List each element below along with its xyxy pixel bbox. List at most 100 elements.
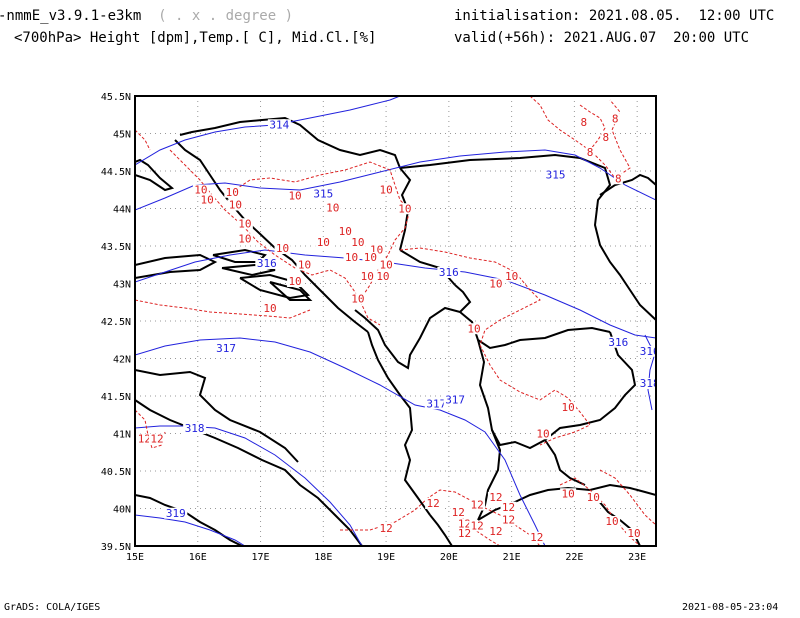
adriatic-east-coast <box>174 139 369 333</box>
italy-heel <box>135 369 299 463</box>
temp-contour-label-bg <box>535 428 552 440</box>
temp-contour-label: 12 <box>470 499 483 512</box>
lat-tick-label: 44N <box>113 205 131 216</box>
temp-contour-label: 10 <box>364 251 377 264</box>
temp-contour-label-bg <box>396 203 413 215</box>
temp-contour-label: 10 <box>587 491 600 504</box>
italy-coast <box>135 158 175 192</box>
height-contour-label-bg <box>183 423 207 434</box>
temp-10-far-se <box>599 469 656 526</box>
height-contour-label-bg <box>638 378 656 389</box>
height-contour-label-bg <box>443 394 467 406</box>
temp-contour-label-bg <box>450 507 467 518</box>
temp-contour-label-bg <box>469 520 486 532</box>
lon-tick-label: 20E <box>440 552 458 563</box>
temp-contour-label: 10 <box>201 193 214 206</box>
height-contour-label: 317 <box>445 394 465 407</box>
temp-contour-label: 12 <box>502 501 515 514</box>
height-contour-label-bg <box>544 169 568 181</box>
height-contour-label: 314 <box>269 118 289 131</box>
temp-contour-label-bg <box>487 278 504 290</box>
temp-contour-label: 10 <box>351 292 364 305</box>
temp-contour-label-bg <box>315 237 332 248</box>
kosovo-border <box>459 311 611 350</box>
init-time: initialisation: 2021.08.05. 12:00 UTC <box>454 8 774 24</box>
temp-contour-label: 10 <box>194 184 207 197</box>
height-contour-label: 315 <box>313 187 333 200</box>
grid-lines <box>135 96 656 546</box>
temp-contour-label: 10 <box>276 242 289 255</box>
height-contour-label-bg <box>311 188 335 200</box>
lon-tick-label: 19E <box>377 552 395 563</box>
lat-tick-label: 45N <box>113 130 131 141</box>
temp-contour-label: 10 <box>288 275 301 288</box>
temp-contour-label: 10 <box>351 236 364 249</box>
height-318 <box>135 425 363 546</box>
temp-contour-label: 10 <box>226 186 239 199</box>
temp-contour-label: 12 <box>489 525 502 538</box>
height-contours <box>135 96 656 546</box>
temp-contour-label-bg <box>136 433 153 445</box>
temp-contour-label-bg <box>456 528 473 539</box>
temp-contour-label: 12 <box>379 522 392 535</box>
island-4 <box>269 281 313 301</box>
temp-contour-label: 10 <box>288 190 301 203</box>
temp-contour-label: 12 <box>427 497 440 510</box>
temp-contour-label-bg <box>503 270 520 282</box>
height-contour-label: 318 <box>640 377 660 390</box>
lon-tick-label: 23E <box>628 552 646 563</box>
lon-tick-label: 15E <box>126 552 144 563</box>
temp-contour-label: 10 <box>229 199 242 212</box>
temp-contour-label-bg <box>610 113 620 125</box>
lon-tick-label: 16E <box>189 552 207 563</box>
italy-garg <box>135 253 218 279</box>
lon-tick-label: 21E <box>503 552 521 563</box>
temp-contour-label-bg <box>579 117 589 128</box>
valid-label: valid(+56h): <box>454 30 556 46</box>
height-contour-label: 319 <box>166 507 186 520</box>
temp-contour-label-bg <box>296 259 313 271</box>
height-317 <box>135 337 546 546</box>
lon-tick-label: 18E <box>314 552 332 563</box>
temp-contour-label: 10 <box>326 202 339 215</box>
greece-west-coast <box>429 514 453 546</box>
temp-contour-label-bg <box>362 252 379 263</box>
init-value: 2021.08.05. 12:00 UTC <box>588 8 775 24</box>
valid-time: valid(+56h): 2021.AUG.07 20:00 UTC <box>454 30 749 46</box>
temp-contour-label: 10 <box>345 251 358 264</box>
temp-contour-label-bg <box>613 173 623 185</box>
height-contour-label-bg <box>437 267 461 278</box>
bosnia-north-border <box>399 167 412 251</box>
temp-contour-label-bg <box>500 501 517 513</box>
temp-8 <box>529 96 631 179</box>
temp-contour-label: 12 <box>489 491 502 504</box>
height-contour-label: 315 <box>546 169 566 182</box>
temp-contour-label-bg <box>287 190 304 202</box>
temp-contour-label-bg <box>324 202 341 214</box>
field-description: <700hPa> Height [dpm],Temp.[ C], Mid.Cl.… <box>14 30 377 46</box>
temp-contour-label: 10 <box>376 270 389 283</box>
height-contour-label: 317 <box>426 397 446 410</box>
temp-contour-label-bg <box>626 528 643 539</box>
height-contour-label-bg <box>606 336 630 348</box>
temp-contour-label-bg <box>359 270 376 282</box>
temp-contour-label: 10 <box>379 259 392 272</box>
borders <box>135 116 656 546</box>
temp-contour-label-bg <box>337 225 354 237</box>
temp-contour-label: 10 <box>398 202 411 215</box>
croatia-coast-north <box>179 116 401 169</box>
temp-contour-label-bg <box>261 303 278 314</box>
temp-contour-label-bg <box>287 276 304 287</box>
temp-contour-label-bg <box>425 498 442 509</box>
temp-contour-label: 10 <box>561 401 574 414</box>
temp-contour-label-bg <box>374 270 391 282</box>
temp-contour-label: 8 <box>612 112 619 125</box>
temp-contour-label: 10 <box>361 270 374 283</box>
temp-contour-label: 12 <box>502 514 515 527</box>
temp-contour-label: 8 <box>602 131 609 144</box>
temp-8b <box>579 104 606 151</box>
temp-contour-label: 10 <box>317 236 330 249</box>
height-contour-label-bg <box>255 258 279 269</box>
height-319 <box>135 514 246 546</box>
